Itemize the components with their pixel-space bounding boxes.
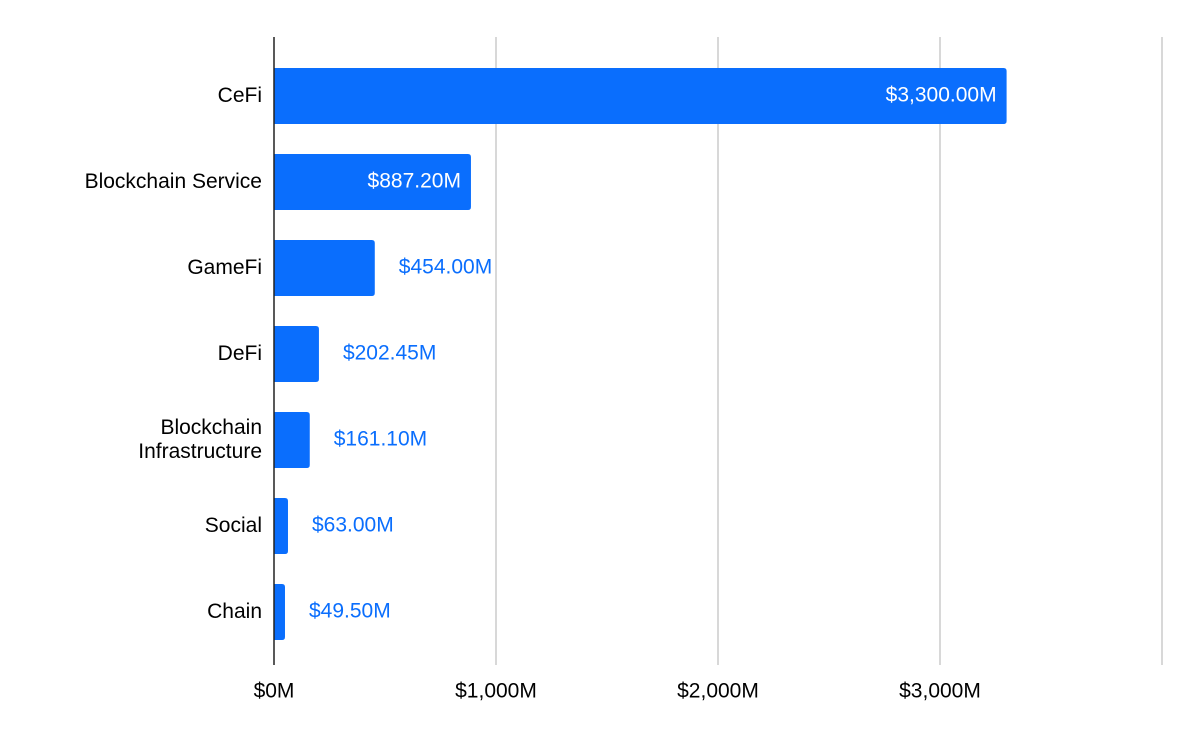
- bar-4: [274, 412, 310, 468]
- category-label-0: CeFi: [218, 84, 262, 107]
- category-label-line: Blockchain: [160, 416, 262, 439]
- category-labels: CeFi Blockchain Service GameFi DeFi Blockcha…: [85, 84, 262, 623]
- x-tick-label-1: $1,000M: [455, 680, 537, 703]
- category-label-2: GameFi: [187, 256, 262, 279]
- data-labels: $3,300.00M $887.20M $454.00M $202.45M $161.1…: [309, 84, 997, 623]
- category-label-line: Infrastructure: [138, 440, 262, 463]
- data-label-0: $3,300.00M: [886, 84, 997, 107]
- category-label-1: Blockchain Service: [85, 170, 262, 193]
- category-label-line: DeFi: [218, 342, 262, 365]
- data-label-4: $161.10M: [334, 428, 427, 451]
- data-label-5: $63.00M: [312, 514, 394, 537]
- data-label-2: $454.00M: [399, 256, 492, 279]
- category-label-4: Blockchain Infrastructure: [138, 416, 262, 463]
- bar-3: [274, 326, 319, 382]
- category-label-line: Chain: [207, 600, 262, 623]
- x-axis-tick-labels: $0M $1,000M $2,000M $3,000M: [254, 680, 981, 703]
- x-tick-label-2: $2,000M: [677, 680, 759, 703]
- data-label-1: $887.20M: [368, 170, 461, 193]
- category-label-6: Chain: [207, 600, 262, 623]
- bar-6: [274, 584, 285, 640]
- x-tick-label-3: $3,000M: [899, 680, 981, 703]
- bars: [274, 68, 1007, 640]
- category-label-line: GameFi: [187, 256, 262, 279]
- category-label-3: DeFi: [218, 342, 262, 365]
- data-label-3: $202.45M: [343, 342, 436, 365]
- category-label-line: Blockchain Service: [85, 170, 262, 193]
- category-label-line: Social: [205, 514, 262, 537]
- bar-0: [274, 68, 1007, 124]
- x-tick-label-0: $0M: [254, 680, 295, 703]
- data-label-6: $49.50M: [309, 600, 391, 623]
- category-label-5: Social: [205, 514, 262, 537]
- bar-2: [274, 240, 375, 296]
- bar-1: [274, 154, 471, 210]
- category-label-line: CeFi: [218, 84, 262, 107]
- gridlines: [495, 37, 1163, 665]
- bar-5: [274, 498, 288, 554]
